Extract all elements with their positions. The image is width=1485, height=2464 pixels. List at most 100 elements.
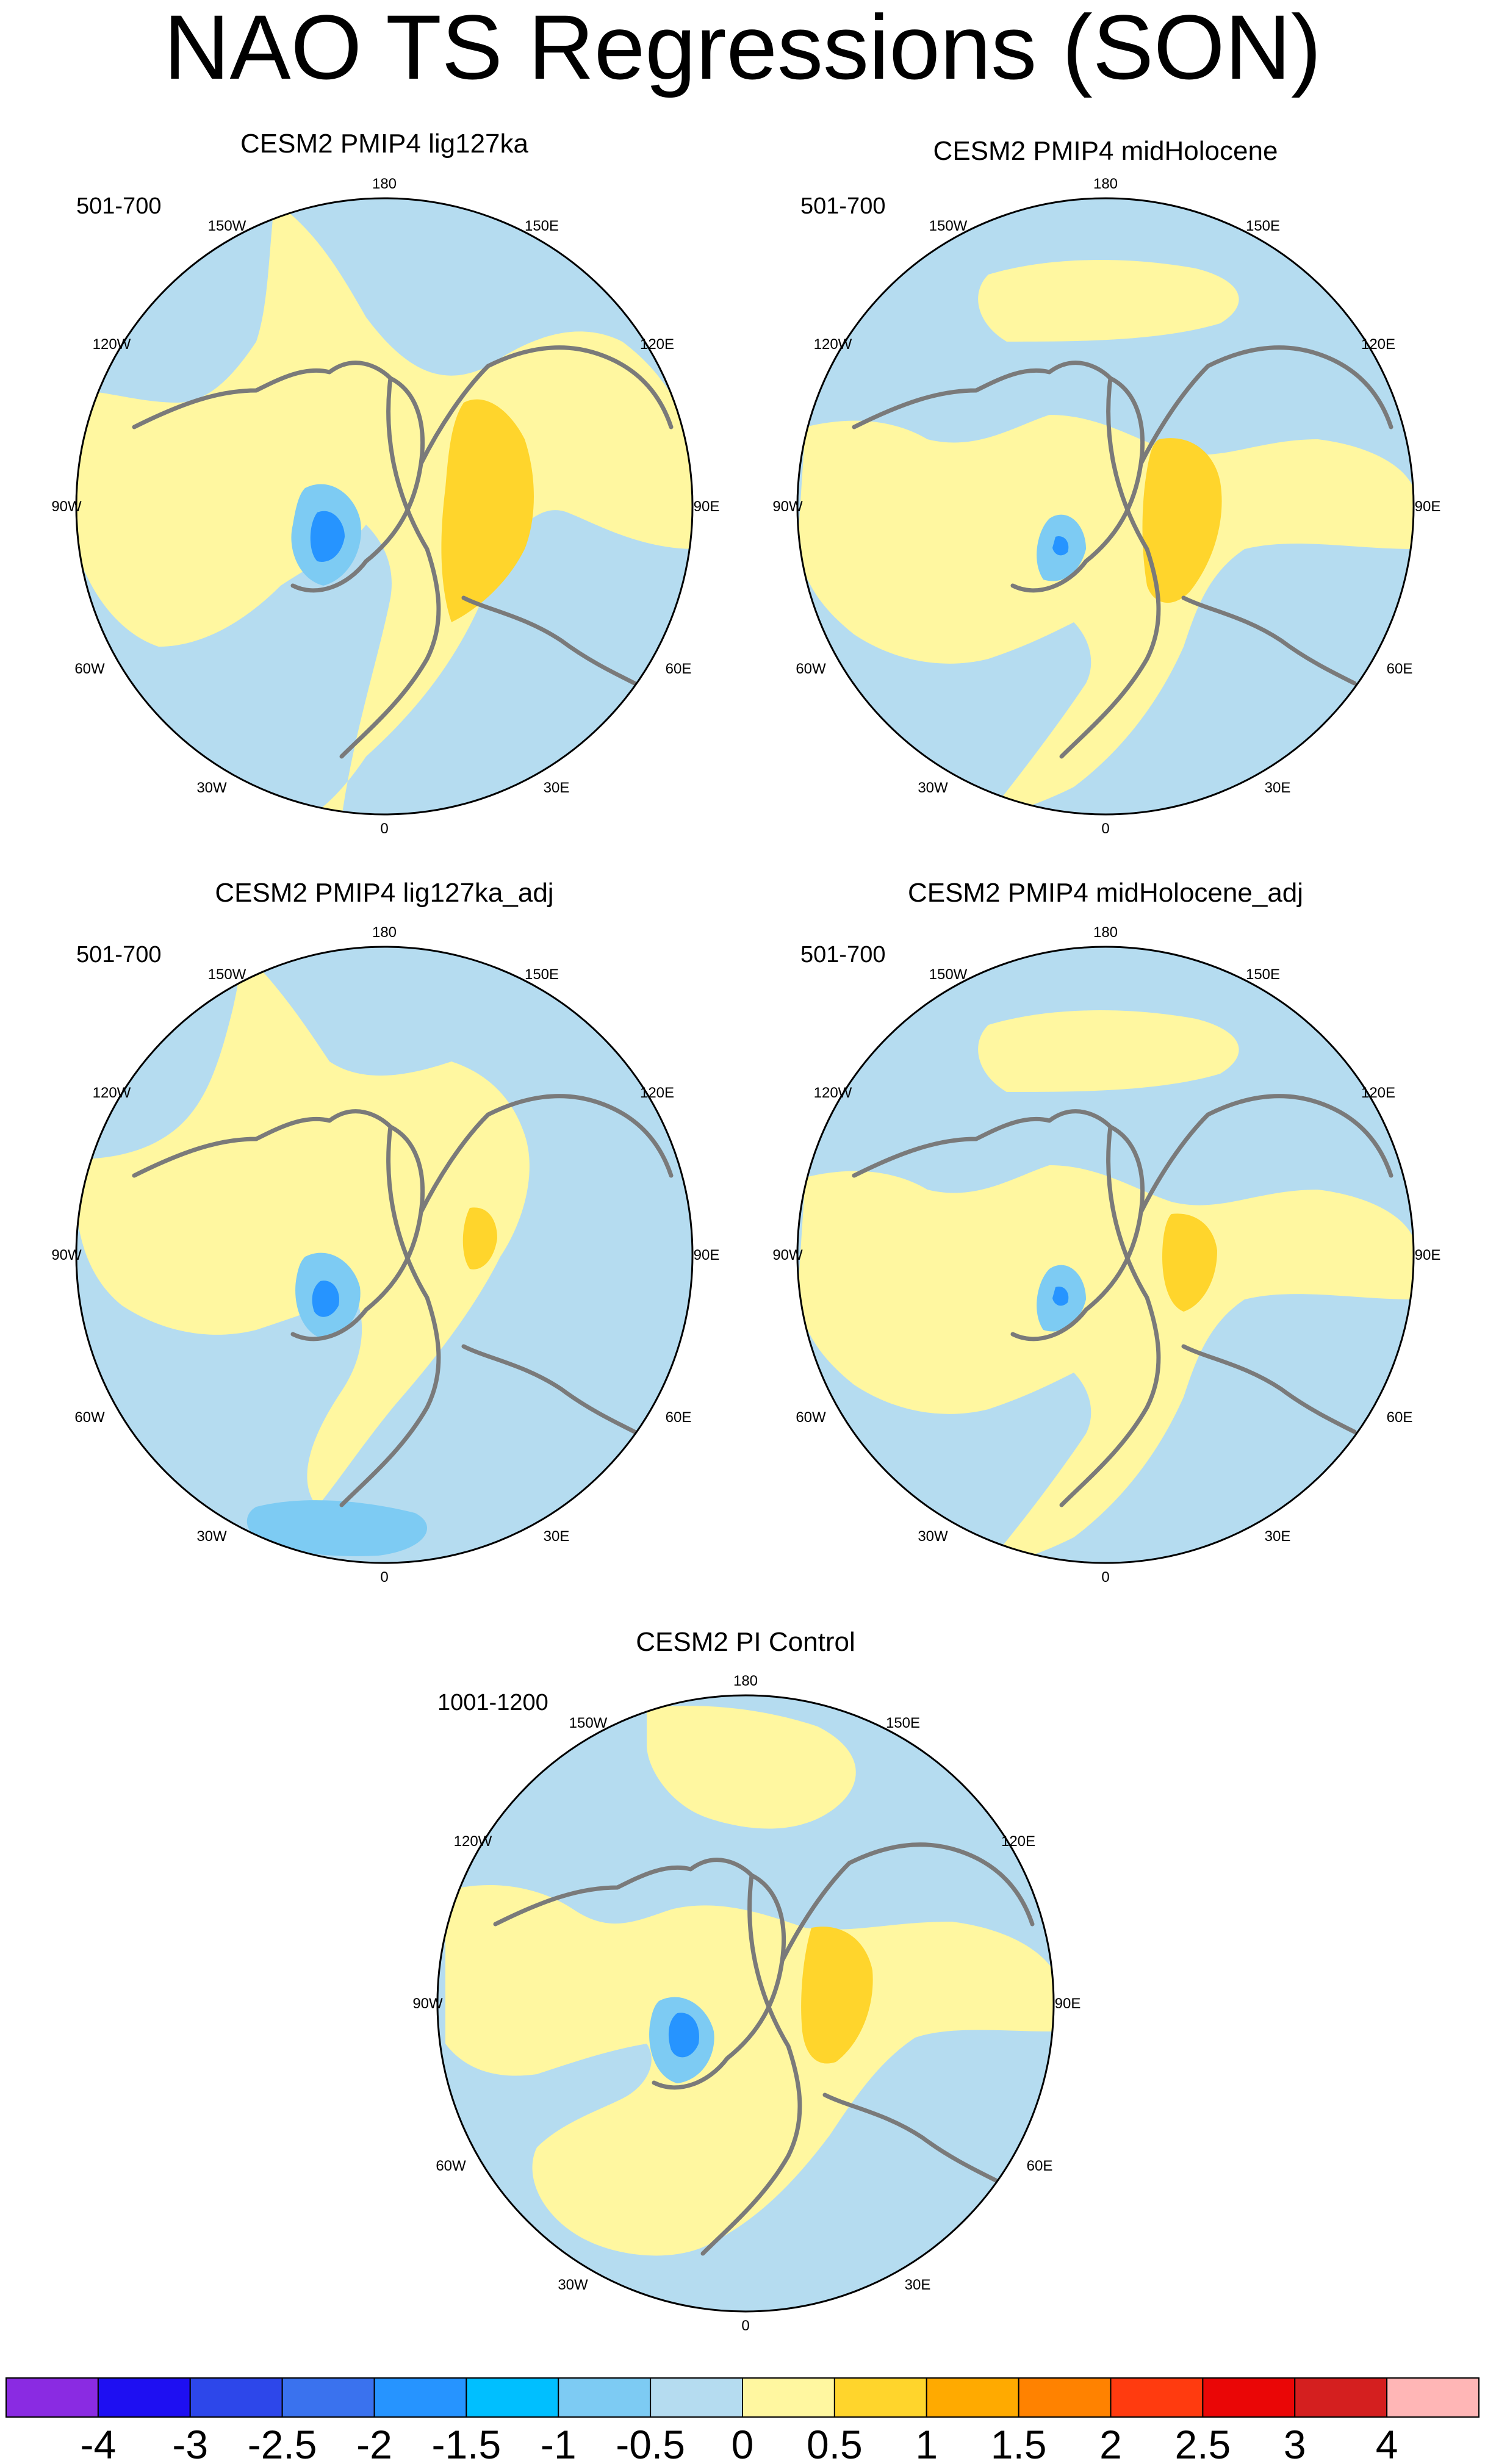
lon-label: 90E [1055, 1995, 1081, 2012]
lon-label: 150E [1246, 218, 1280, 234]
lon-label: 120W [814, 1085, 852, 1101]
lon-label: 120E [640, 1085, 674, 1101]
panel-1-coastlines [132, 345, 674, 759]
lon-label: 180 [372, 176, 397, 192]
colorbar-tick-label: -0.5 [616, 2422, 685, 2464]
colorbar-swatch [558, 2377, 652, 2418]
panel-4-period: 501-700 [800, 942, 885, 968]
panel-1-field [76, 198, 692, 814]
colorbar-swatch [97, 2377, 191, 2418]
colorbar-swatch [5, 2377, 99, 2418]
lon-label: 90E [1415, 1247, 1441, 1263]
colorbar-swatch [833, 2377, 927, 2418]
colorbar-tick-label: -4 [81, 2422, 117, 2464]
panel-4-field [797, 947, 1414, 1563]
colorbar-swatch [1202, 2377, 1296, 2418]
colorbar-tick-label: -3 [172, 2422, 208, 2464]
lon-label: 30E [1265, 780, 1291, 796]
panel-4: CESM2 PMIP4 midHolocene_adj 501-700 [796, 878, 1415, 1564]
panel-4-coastlines [852, 1094, 1393, 1507]
colorbar-tick-label: 1 [915, 2422, 938, 2464]
lon-label: 180 [1093, 924, 1118, 941]
lon-label: 60E [1387, 1409, 1413, 1426]
colorbar-tick-label: -1 [541, 2422, 577, 2464]
lon-label: 180 [733, 1673, 758, 1689]
colorbar-swatch [1386, 2377, 1480, 2418]
colorbar-tick-label: 3 [1284, 2422, 1306, 2464]
lon-label: 30W [918, 780, 948, 796]
panel-5-coastlines [493, 1842, 1035, 2256]
colorbar-swatch [373, 2377, 467, 2418]
lon-label: 60W [796, 661, 826, 677]
panel-3-period: 501-700 [76, 942, 161, 968]
lon-label: 120E [1001, 1833, 1035, 1850]
lon-label: 0 [741, 2318, 749, 2334]
lon-label: 90W [772, 1247, 803, 1263]
colorbar: -4 -3 -2.5 -2 -1.5 -1 -0.5 0 0.5 1 1.5 2 2.5 3 4 [5, 2377, 1480, 2464]
lon-label: 30W [196, 780, 227, 796]
panel-2: CESM2 PMIP4 midHolocene 501-700 [796, 136, 1415, 816]
lon-label: 90W [51, 498, 82, 515]
panel-5-field [437, 1695, 1054, 2311]
lon-label: 120E [1361, 336, 1395, 353]
lon-label: 150E [886, 1715, 920, 1731]
lon-label: 30W [918, 1528, 948, 1545]
panel-5-lon-labels: 180 0 150W 120W 90W 60W 30W 150E 120E 90… [412, 1673, 1080, 2334]
panel-2-title: CESM2 PMIP4 midHolocene [933, 136, 1278, 166]
lon-label: 120E [1361, 1085, 1395, 1101]
colorbar-swatch [1018, 2377, 1112, 2418]
panel-3-title: CESM2 PMIP4 lig127ka_adj [215, 878, 553, 908]
lon-label: 90W [772, 498, 803, 515]
colorbar-swatch [1294, 2377, 1388, 2418]
lon-label: 60W [74, 1409, 105, 1426]
lon-label: 30W [196, 1528, 227, 1545]
lon-label: 30E [544, 1528, 570, 1545]
colorbar-swatch [466, 2377, 559, 2418]
panel-5: CESM2 PI Control 1001-1200 [436, 1627, 1055, 2313]
lon-label: 120W [93, 336, 131, 353]
colorbar-swatch [742, 2377, 835, 2418]
colorbar-swatch [281, 2377, 375, 2418]
lon-label: 60E [1387, 661, 1413, 677]
lon-label: 150E [1246, 966, 1280, 983]
lon-label: 150W [208, 218, 246, 234]
panel-1-period: 501-700 [76, 193, 161, 219]
colorbar-tick-label: -2.5 [248, 2422, 317, 2464]
lon-label: 0 [380, 1569, 388, 1586]
lon-label: 0 [1101, 821, 1109, 837]
panel-4-lon-labels: 180 0 150W 120W 90W 60W 30W 150E 120E 90… [772, 924, 1440, 1586]
panel-2-field [797, 198, 1414, 814]
lon-label: 180 [1093, 176, 1118, 192]
colorbar-tick-label: 4 [1376, 2422, 1398, 2464]
lon-label: 150E [525, 966, 559, 983]
lon-label: 90E [694, 1247, 720, 1263]
lon-label: 30E [544, 780, 570, 796]
panel-1-lon-labels: 180 0 150W 120W 90W 60W 30W 150E 120E 90… [51, 176, 719, 837]
lon-label: 120W [814, 336, 852, 353]
lon-label: 180 [372, 924, 397, 941]
lon-label: 150E [525, 218, 559, 234]
lon-label: 90W [412, 1995, 443, 2012]
lon-label: 60W [436, 2158, 466, 2174]
panel-3-field [76, 947, 692, 1563]
lon-label: 30W [558, 2277, 588, 2293]
colorbar-swatch [650, 2377, 743, 2418]
lon-label: 90E [1415, 498, 1441, 515]
panel-1: CESM2 PMIP4 lig127ka 501-700 [75, 129, 694, 816]
panel-2-lon-labels: 180 0 150W 120W 90W 60W 30W 150E 120E 90… [772, 176, 1440, 837]
lon-label: 60E [1027, 2158, 1053, 2174]
panel-3-lon-labels: 180 0 150W 120W 90W 60W 30W 150E 120E 90… [51, 924, 719, 1586]
lon-label: 90E [694, 498, 720, 515]
figure-title: NAO TS Regressions (SON) [164, 0, 1321, 98]
panel-5-title: CESM2 PI Control [636, 1627, 855, 1657]
lon-label: 150W [929, 966, 968, 983]
colorbar-tick-label: -2 [356, 2422, 392, 2464]
lon-label: 90W [51, 1247, 82, 1263]
lon-label: 60W [74, 661, 105, 677]
colorbar-tick-label: 0.5 [807, 2422, 863, 2464]
panel-1-title: CESM2 PMIP4 lig127ka [240, 129, 529, 159]
lon-label: 150W [208, 966, 246, 983]
colorbar-tick-label: 2 [1099, 2422, 1122, 2464]
colorbar-tick-label: 2.5 [1175, 2422, 1231, 2464]
colorbar-tick-label: -1.5 [432, 2422, 502, 2464]
